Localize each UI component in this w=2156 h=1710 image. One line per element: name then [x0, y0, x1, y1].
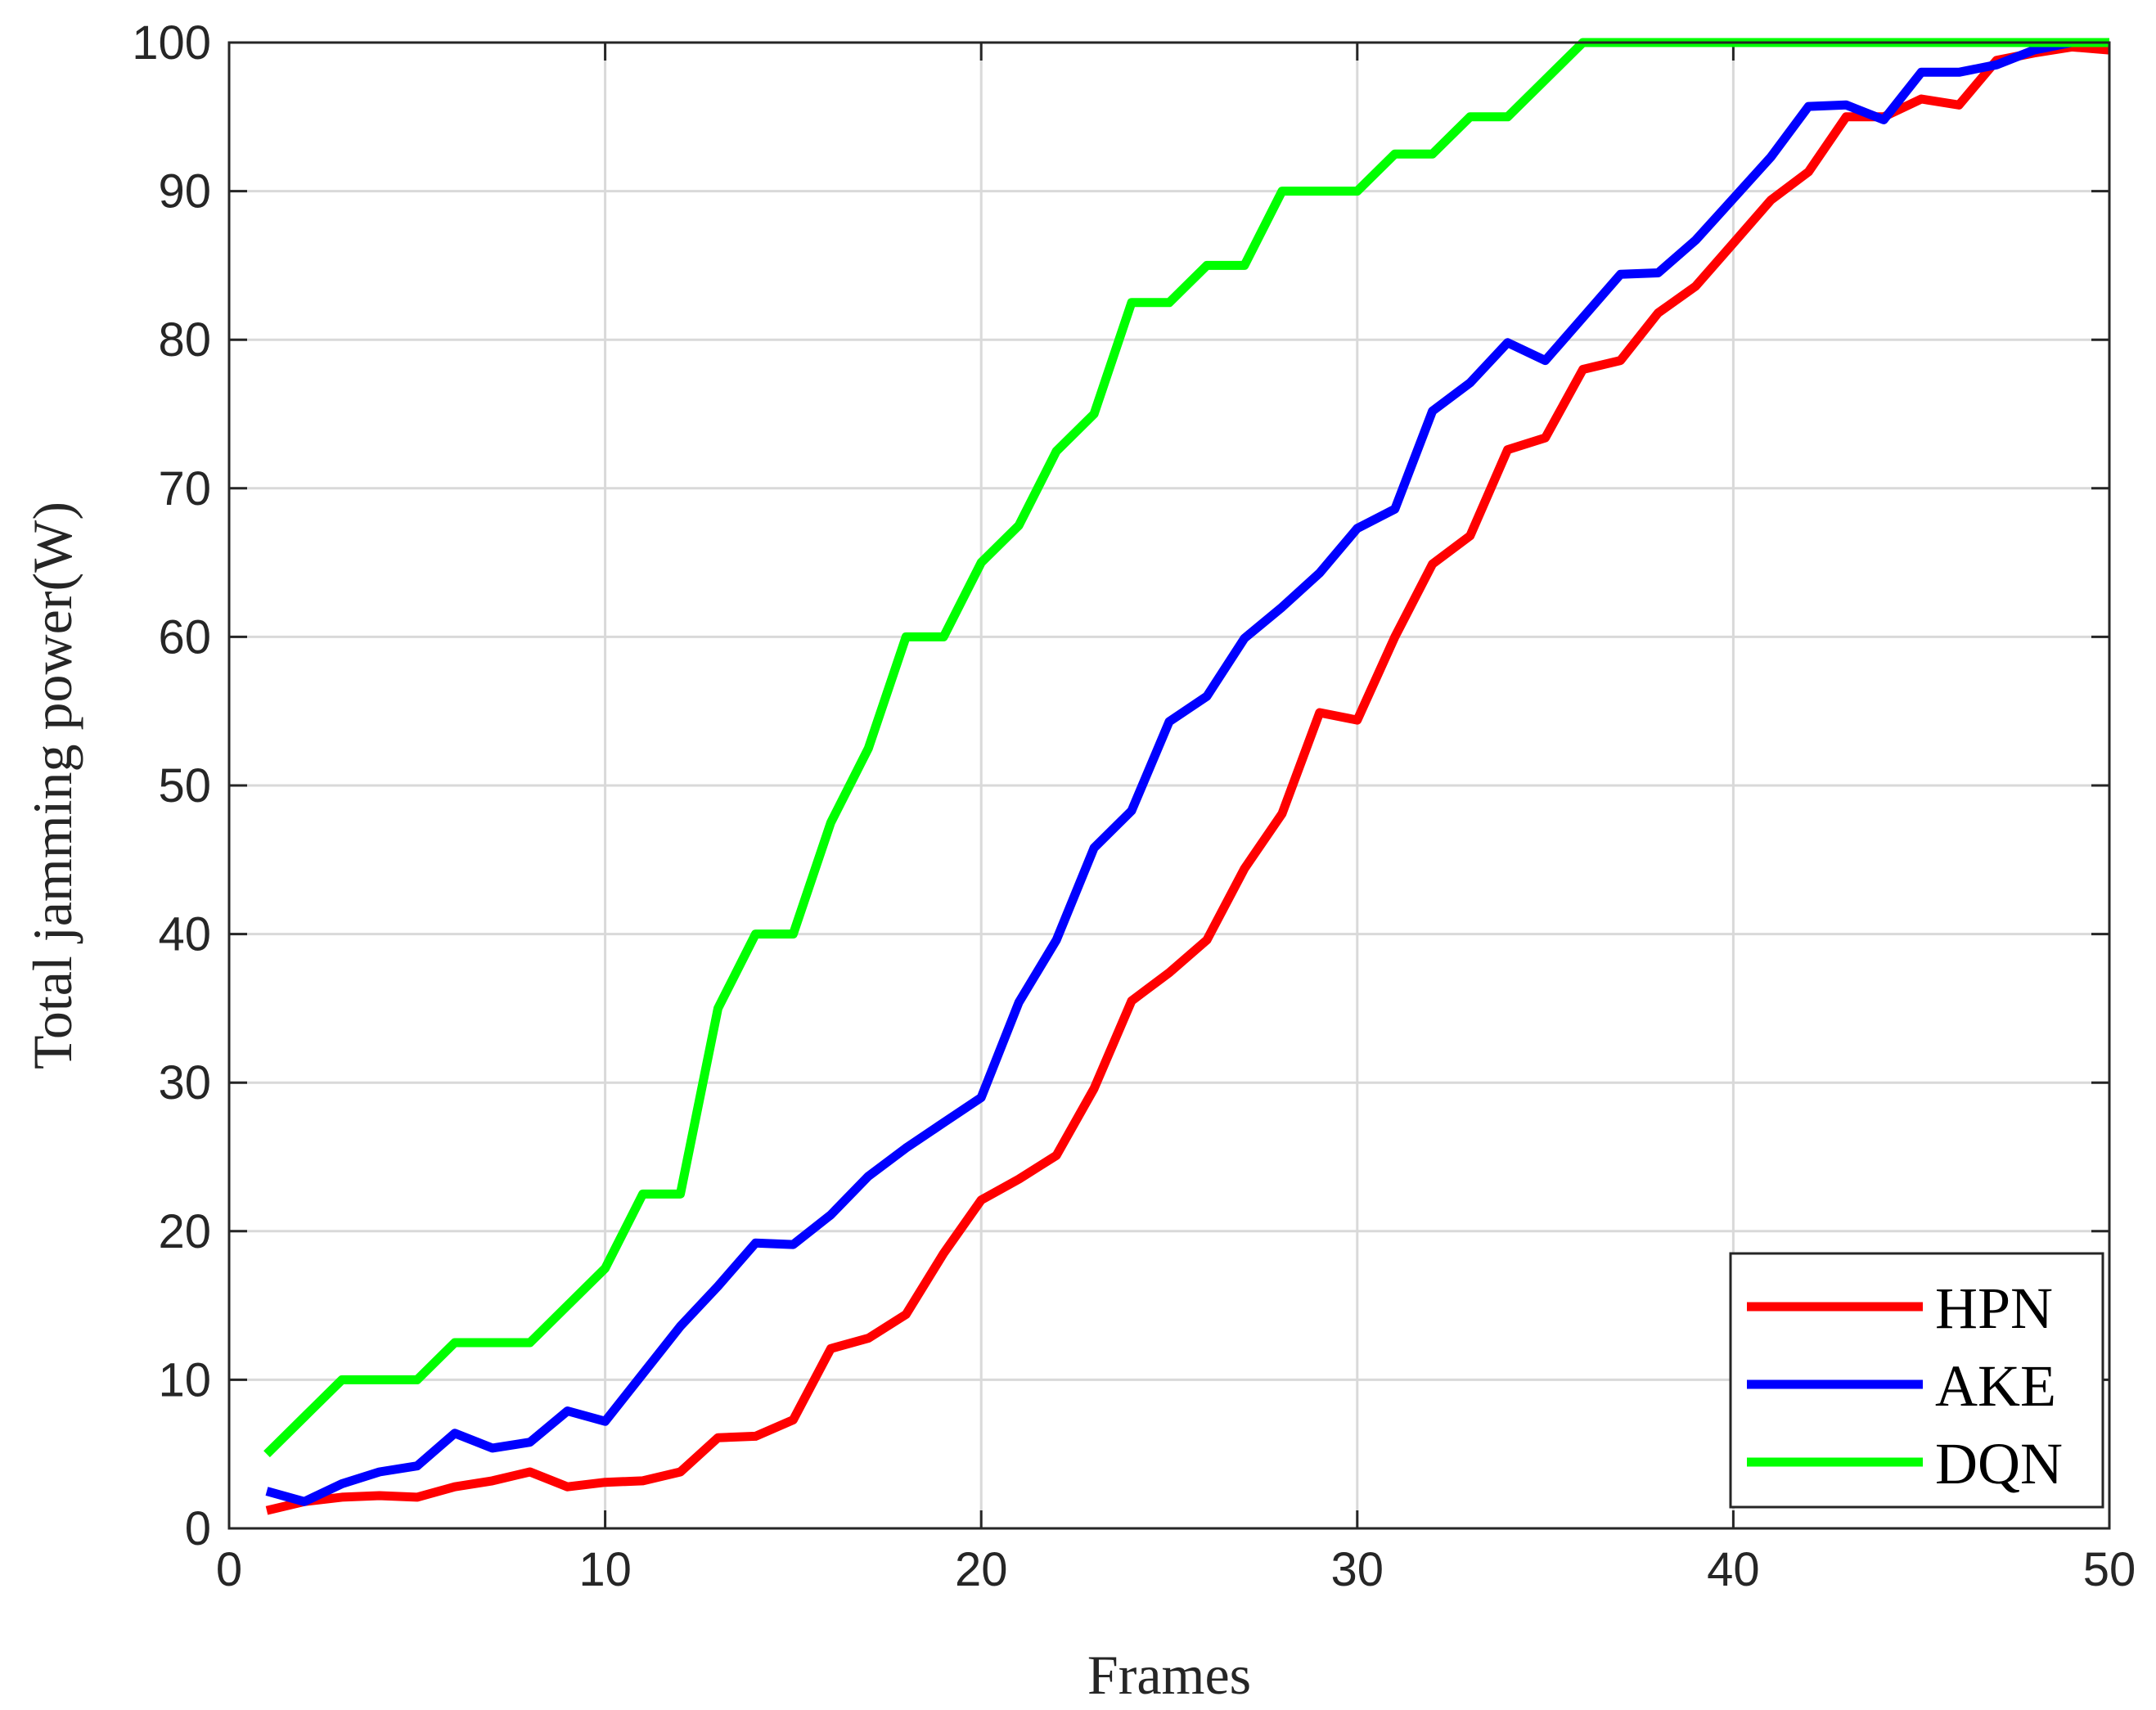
y-tick-label: 20 — [158, 1205, 211, 1258]
x-tick-label: 10 — [578, 1543, 632, 1596]
y-tick-labels: 0 10 20 30 40 50 60 70 80 90 100 — [132, 16, 211, 1555]
x-axis-label: Frames — [1087, 1644, 1251, 1706]
y-axis-label: Total jamming power(W) — [21, 502, 83, 1069]
legend-label-hpn: HPN — [1935, 1276, 2053, 1341]
y-tick-label: 100 — [132, 16, 211, 70]
x-tick-labels: 0 10 20 30 40 50 — [216, 1543, 2136, 1596]
x-tick-label: 40 — [1707, 1543, 1760, 1596]
y-tick-label: 0 — [185, 1502, 211, 1555]
y-tick-label: 80 — [158, 313, 211, 367]
y-tick-label: 10 — [158, 1353, 211, 1406]
x-tick-label: 20 — [955, 1543, 1008, 1596]
y-tick-label: 50 — [158, 759, 211, 812]
x-tick-label: 30 — [1331, 1543, 1384, 1596]
x-tick-label: 0 — [216, 1543, 242, 1596]
y-tick-label: 90 — [158, 165, 211, 218]
plot-frame — [227, 41, 2111, 1530]
y-tick-label: 70 — [158, 462, 211, 515]
y-tick-label: 40 — [158, 908, 211, 961]
legend-label-dqn: DQN — [1935, 1431, 2063, 1496]
series-line-hpn — [265, 42, 2110, 1515]
y-tick-label: 30 — [158, 1056, 211, 1109]
x-tick-label: 50 — [2083, 1543, 2136, 1596]
legend: HPN AKE DQN — [1729, 1252, 2104, 1509]
y-tick-label: 60 — [158, 610, 211, 664]
series-line-ake — [265, 38, 2109, 1506]
legend-label-ake: AKE — [1935, 1353, 2056, 1419]
